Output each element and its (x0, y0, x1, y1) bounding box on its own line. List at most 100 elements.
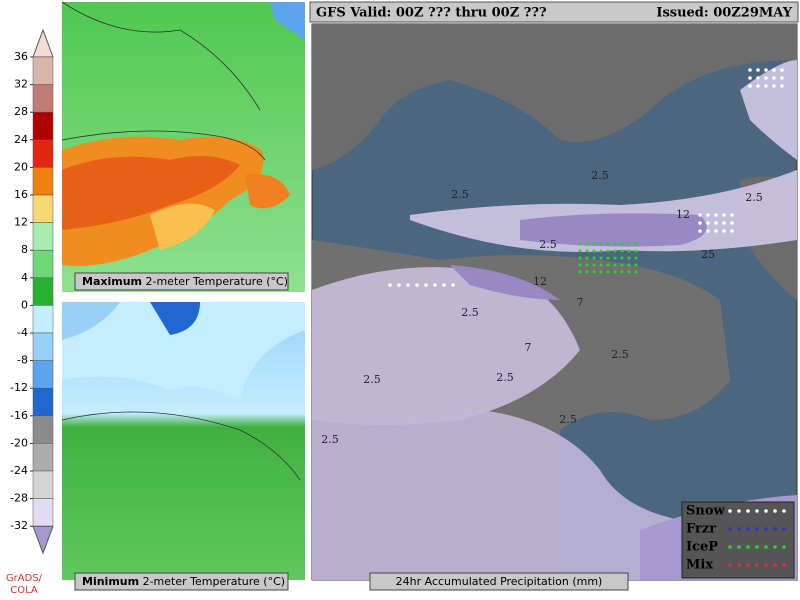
ptype-dot (620, 270, 624, 274)
contour-label: 2.5 (611, 348, 629, 361)
ptype-legend-dot (728, 509, 732, 513)
ptype-dot (606, 263, 610, 267)
ptype-dot (592, 242, 596, 246)
ptype-dot (756, 68, 760, 72)
ptype-dot (599, 263, 603, 267)
contour-label: 2.5 (496, 371, 514, 384)
colorbar-tick-label: 28 (14, 105, 28, 118)
colorbar-tick-label: 0 (21, 298, 28, 311)
ptype-dot (620, 263, 624, 267)
ptype-legend-dot (737, 509, 741, 513)
ptype-legend-dot (773, 509, 777, 513)
colorbar-bin (32, 470, 54, 499)
colorbar-tick-label: -8 (17, 354, 28, 367)
colorbar-bin (32, 415, 54, 444)
ptype-dot (585, 256, 589, 260)
ptype-dot (698, 221, 702, 225)
ptype-dot (730, 229, 734, 233)
colorbar-tick-label: 16 (14, 188, 28, 201)
colorbar-tick-label: 24 (14, 133, 28, 146)
contour-label: 2.5 (539, 238, 557, 251)
ptype-dot (772, 68, 776, 72)
ptype-legend-dot (782, 563, 786, 567)
ptype-dot (599, 242, 603, 246)
colorbar-arrow (32, 28, 54, 58)
ptype-legend-dot (773, 563, 777, 567)
colorbar-bin (32, 387, 54, 417)
ptype-dot (780, 68, 784, 72)
colorbar-bin (32, 84, 54, 113)
ptype-dot (433, 283, 437, 287)
panel-label: Maximum 2-meter Temperature (°C) (82, 275, 288, 288)
colorbar-bin (32, 498, 54, 527)
ptype-legend-dot (764, 563, 768, 567)
ptype-dot (578, 249, 582, 253)
ptype-dot (599, 270, 603, 274)
contour-label: 7 (525, 341, 532, 354)
ptype-dot (764, 68, 768, 72)
ptype-dot (634, 270, 638, 274)
ptype-dot (698, 213, 702, 217)
ptype-dot (613, 270, 617, 274)
contour-label: 12 (676, 208, 690, 221)
colorbar-tick-label: 36 (14, 50, 28, 63)
contour-label: 2.5 (745, 191, 763, 204)
ptype-dot (627, 263, 631, 267)
ptype-dot (772, 84, 776, 88)
ptype-legend-dot (728, 563, 732, 567)
ptype-legend-name: Mix (686, 558, 713, 573)
ptype-dot (599, 256, 603, 260)
contour-label: 7 (577, 296, 584, 309)
ptype-dot (606, 242, 610, 246)
ptype-dot (627, 256, 631, 260)
ptype-dot (606, 270, 610, 274)
panel-label: Minimum 2-meter Temperature (°C) (82, 575, 285, 588)
panel-label: 24hr Accumulated Precipitation (mm) (396, 575, 603, 588)
contour-label: 2.5 (363, 373, 381, 386)
min-temp-map: Minimum 2-meter Temperature (°C) (61, 302, 305, 591)
colorbar-bin (32, 305, 54, 334)
ptype-dot (714, 229, 718, 233)
contour-label: 12 (533, 275, 547, 288)
colorbar-tick-label: -16 (10, 409, 28, 422)
ptype-dot (578, 242, 582, 246)
ptype-dot (578, 263, 582, 267)
ptype-legend-name: Snow (686, 504, 726, 519)
ptype-dot (578, 270, 582, 274)
ptype-legend-dot (728, 527, 732, 531)
ptype-dot (627, 242, 631, 246)
ptype-dot (388, 283, 392, 287)
ptype-dot (592, 263, 596, 267)
ptype-dot (606, 249, 610, 253)
ptype-dot (722, 221, 726, 225)
ptype-legend-dot (782, 545, 786, 549)
colorbar-bin (32, 56, 54, 85)
colorbar-tick-label: -12 (10, 381, 28, 394)
ptype-dot (442, 283, 446, 287)
contour-label: 2.5 (591, 169, 609, 182)
contour-label: 2.5 (321, 433, 339, 446)
ptype-dot (613, 242, 617, 246)
colorbar-bin (32, 360, 54, 389)
header-right: Issued: 00Z29MAY (656, 6, 792, 21)
ptype-dot (756, 76, 760, 80)
ptype-legend-name: IceP (686, 540, 718, 555)
ptype-legend-dot (755, 527, 759, 531)
ptype-legend-dot (773, 527, 777, 531)
ptype-dot (722, 213, 726, 217)
ptype-dot (714, 213, 718, 217)
ptype-legend-dot (782, 509, 786, 513)
ptype-legend-dot (737, 545, 741, 549)
ptype-dot (780, 84, 784, 88)
colorbar-bin (32, 222, 54, 251)
header-bar (309, 1, 799, 23)
ptype-dot (756, 84, 760, 88)
colorbar-tick-label: -32 (10, 519, 28, 532)
colorbar-tick-label: 12 (14, 216, 28, 229)
ptype-legend-dot (746, 545, 750, 549)
ptype-dot (634, 249, 638, 253)
ptype-dot (627, 270, 631, 274)
ptype-dot (627, 249, 631, 253)
ptype-dot (585, 249, 589, 253)
